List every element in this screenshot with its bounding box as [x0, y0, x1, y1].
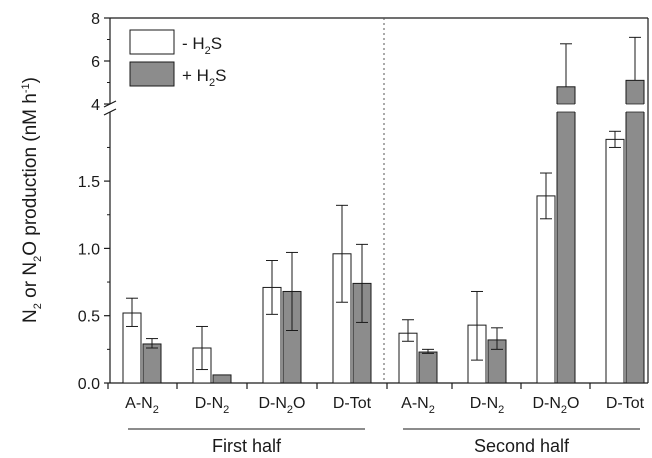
x-category-label: A-N2: [125, 395, 159, 416]
legend-label-minus: - H2S: [182, 34, 222, 57]
axes-layer: [103, 17, 649, 430]
bar-break-gap: [556, 104, 576, 112]
x-category-label: D-N2: [195, 395, 230, 416]
bars-layer: [122, 36, 645, 384]
bar-plus-4: [418, 351, 438, 384]
bar-plus-6: [556, 86, 576, 384]
y-tick-label: 1.0: [78, 241, 100, 258]
x-category-label: A-N2: [401, 395, 435, 416]
y-tick-label: 4: [91, 97, 100, 114]
legend-swatch-minus: [129, 29, 175, 55]
y-axis-label: N2 or N2O production (nM h-1): [20, 77, 44, 323]
bar-break-gap: [625, 104, 645, 112]
x-category-label: D-N2: [470, 395, 505, 416]
group-label: Second half: [474, 436, 570, 456]
y-tick-label: 0.0: [78, 376, 100, 393]
legend-swatch-plus: [129, 61, 175, 87]
bar-plus-1: [212, 374, 232, 384]
axis-break-mark: [103, 108, 117, 116]
x-category-label: D-Tot: [606, 395, 645, 412]
y-tick-label: 6: [91, 54, 100, 71]
y-tick-label: 0.5: [78, 309, 100, 326]
x-category-label: D-N2O: [532, 395, 579, 416]
y-tick-label: 8: [91, 11, 100, 28]
bar-plus-7: [625, 79, 645, 384]
labels-layer: 0.0 0.5 1.0 1.5 4 6 8 A-N2 D-N2 D-N2O D-Tot A-N2 D-N…: [20, 11, 645, 456]
bar-minus-6: [536, 195, 556, 384]
x-category-label: D-N2O: [258, 395, 305, 416]
group-label: First half: [212, 436, 282, 456]
legend: - H2S + H2S: [129, 29, 226, 89]
x-category-label: D-Tot: [333, 395, 372, 412]
y-tick-label: 1.5: [78, 174, 100, 191]
bar-plus-0: [142, 343, 162, 384]
legend-label-plus: + H2S: [182, 66, 226, 89]
bar-minus-7: [605, 138, 625, 384]
